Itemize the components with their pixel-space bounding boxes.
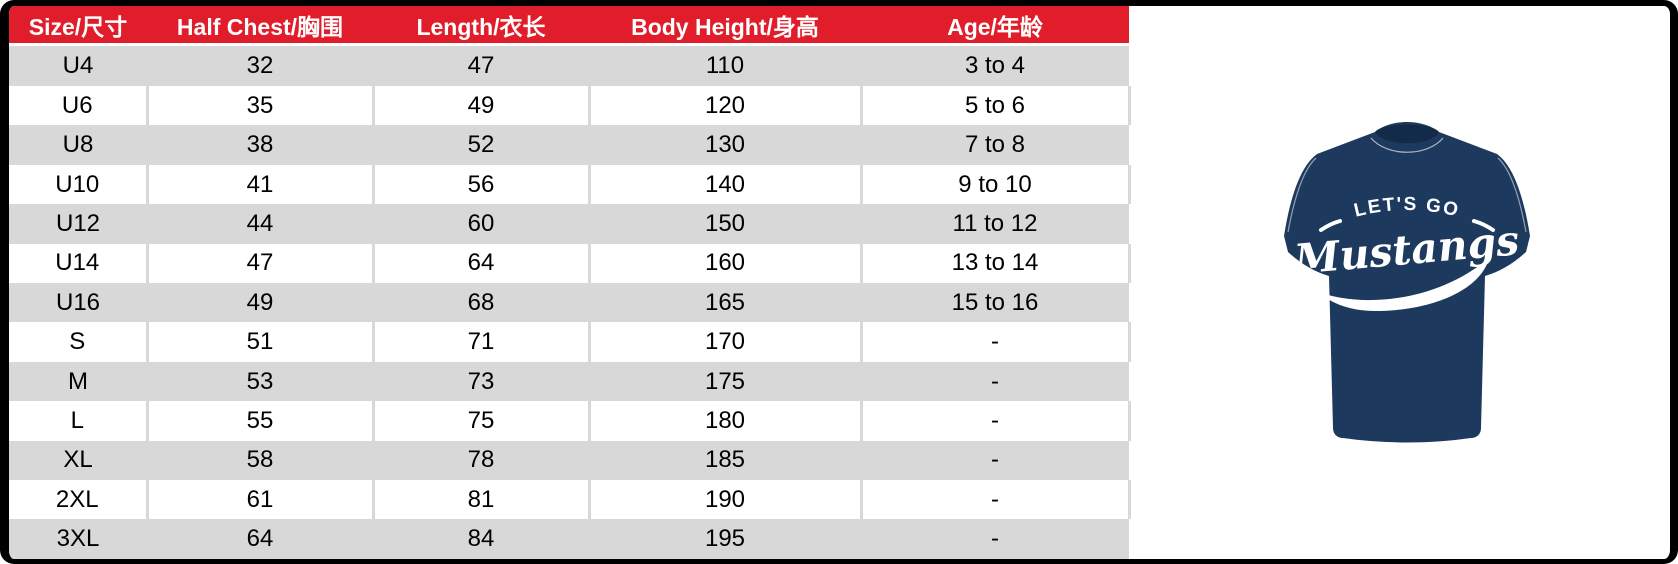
value-cell: 165 — [589, 283, 861, 323]
value-cell: 71 — [373, 322, 591, 362]
value-cell: 55 — [147, 401, 375, 441]
value-cell: 180 — [589, 401, 863, 441]
table-row: M 53 73 175- — [9, 361, 1129, 402]
size-cell: XL — [9, 440, 147, 481]
value-cell: 190 — [589, 480, 863, 520]
value-cell: 3 to 4 — [861, 44, 1129, 87]
value-cell: 11 to 12 — [861, 204, 1129, 244]
value-cell: 49 — [147, 283, 373, 323]
size-chart-table: Size/尺寸 Half Chest/胸围 Length/衣长 Body Height… — [9, 6, 1131, 559]
size-cell: U6 — [9, 86, 149, 126]
value-cell: 150 — [589, 204, 861, 244]
value-cell: 41 — [147, 164, 375, 205]
right-sleeve-seam — [1497, 157, 1527, 233]
value-cell: 44 — [147, 204, 373, 244]
tshirt-body — [1284, 122, 1530, 443]
print-dash-left — [1319, 219, 1342, 232]
value-cell: - — [861, 322, 1131, 362]
value-cell: 49 — [373, 86, 591, 126]
column-header: Size/尺寸 — [9, 6, 147, 46]
value-cell: 35 — [147, 86, 375, 126]
print-swoosh — [1319, 258, 1489, 311]
size-cell: 3XL — [9, 519, 147, 559]
value-cell: 13 to 14 — [861, 243, 1131, 284]
value-cell: 47 — [373, 44, 589, 87]
left-sleeve-seam — [1287, 157, 1317, 233]
value-cell: - — [861, 480, 1131, 520]
size-cell: S — [9, 322, 149, 362]
value-cell: 78 — [373, 440, 589, 481]
value-cell: 64 — [147, 519, 373, 559]
value-cell: 84 — [373, 519, 589, 559]
value-cell: 140 — [589, 164, 863, 205]
value-cell: - — [861, 361, 1129, 402]
table-row: U6 35 49 120 5 to 6 — [9, 86, 1131, 126]
table-row: U4 32 47 110 3 to 4 — [9, 44, 1129, 87]
print-dash-right — [1472, 219, 1495, 232]
tshirt-image: LET'S GO Mustangs — [1257, 114, 1557, 454]
table-row: U12 44 60 150 11 to 12 — [9, 204, 1129, 244]
value-cell: 110 — [589, 44, 861, 87]
table-row: U14 47 64 160 13 to 14 — [9, 243, 1131, 284]
table-row: U10 41 56 140 9 to 10 — [9, 164, 1131, 205]
size-cell: U14 — [9, 243, 149, 284]
table-row: U16 49 68 165 15 to 16 — [9, 283, 1129, 323]
value-cell: 53 — [147, 361, 373, 402]
value-cell: 47 — [147, 243, 375, 284]
value-cell: 170 — [589, 322, 863, 362]
column-header: Age/年龄 — [861, 6, 1129, 46]
size-cell: U12 — [9, 204, 147, 244]
value-cell: 56 — [373, 164, 591, 205]
value-cell: 195 — [589, 519, 861, 559]
table-row: 2XL 61 81 190- — [9, 480, 1131, 520]
size-cell: U16 — [9, 283, 147, 323]
value-cell: 68 — [373, 283, 589, 323]
value-cell: 60 — [373, 204, 589, 244]
size-cell: U8 — [9, 125, 147, 165]
value-cell: 15 to 16 — [861, 283, 1129, 323]
column-header: Body Height/身高 — [589, 6, 861, 46]
value-cell: 120 — [589, 86, 863, 126]
tshirt-collar — [1375, 124, 1439, 144]
size-cell: U4 — [9, 44, 147, 87]
value-cell: - — [861, 401, 1131, 441]
table-row: 3XL 64 84 195- — [9, 519, 1129, 559]
size-cell: M — [9, 361, 147, 402]
value-cell: 75 — [373, 401, 591, 441]
value-cell: 52 — [373, 125, 589, 165]
value-cell: 9 to 10 — [861, 164, 1131, 205]
value-cell: 160 — [589, 243, 863, 284]
value-cell: 81 — [373, 480, 591, 520]
table-row: L 55 75 180- — [9, 401, 1131, 441]
value-cell: - — [861, 519, 1129, 559]
value-cell: 64 — [373, 243, 591, 284]
value-cell: - — [861, 440, 1129, 481]
size-cell: 2XL — [9, 480, 149, 520]
value-cell: 73 — [373, 361, 589, 402]
value-cell: 58 — [147, 440, 373, 481]
value-cell: 7 to 8 — [861, 125, 1129, 165]
header-row: Size/尺寸 Half Chest/胸围 Length/衣长 Body Height… — [9, 6, 1129, 46]
value-cell: 175 — [589, 361, 861, 402]
value-cell: 38 — [147, 125, 373, 165]
value-cell: 5 to 6 — [861, 86, 1131, 126]
size-cell: L — [9, 401, 149, 441]
table-row: S 51 71 170- — [9, 322, 1131, 362]
size-chart: Size/尺寸 Half Chest/胸围 Length/衣长 Body Height… — [9, 6, 1131, 559]
value-cell: 32 — [147, 44, 373, 87]
collar-stitch-line — [1370, 137, 1444, 153]
value-cell: 130 — [589, 125, 861, 165]
table-row: XL 58 78 185- — [9, 440, 1129, 481]
size-cell: U10 — [9, 164, 149, 205]
value-cell: 185 — [589, 440, 861, 481]
value-cell: 51 — [147, 322, 375, 362]
table-row: U8 38 52 130 7 to 8 — [9, 125, 1129, 165]
value-cell: 61 — [147, 480, 375, 520]
column-header: Half Chest/胸围 — [147, 6, 373, 46]
column-header: Length/衣长 — [373, 6, 589, 46]
